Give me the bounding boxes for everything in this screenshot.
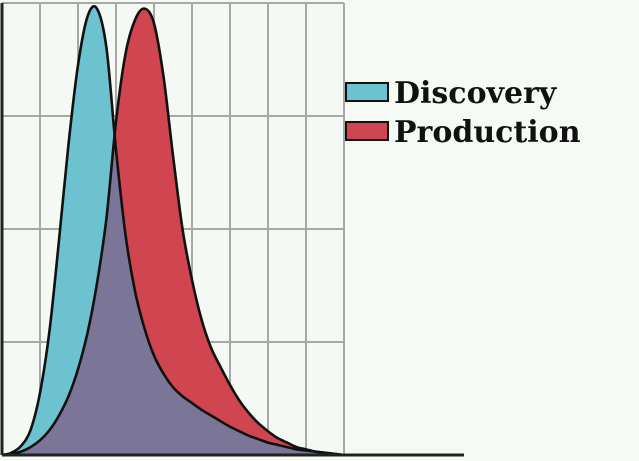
line-production — [1, 7, 345, 457]
legend-swatch-production — [345, 121, 389, 141]
axis-layer — [0, 3, 464, 457]
legend-label-discovery: Discovery — [394, 76, 558, 111]
legend: Discovery Production — [345, 76, 581, 150]
line-discovery — [1, 5, 345, 457]
legend-swatch-discovery — [345, 82, 389, 102]
legend-label-production: Production — [394, 115, 581, 150]
outline-layer — [1, 5, 345, 457]
area-overlap — [2, 149, 344, 455]
area-layer — [2, 6, 344, 455]
